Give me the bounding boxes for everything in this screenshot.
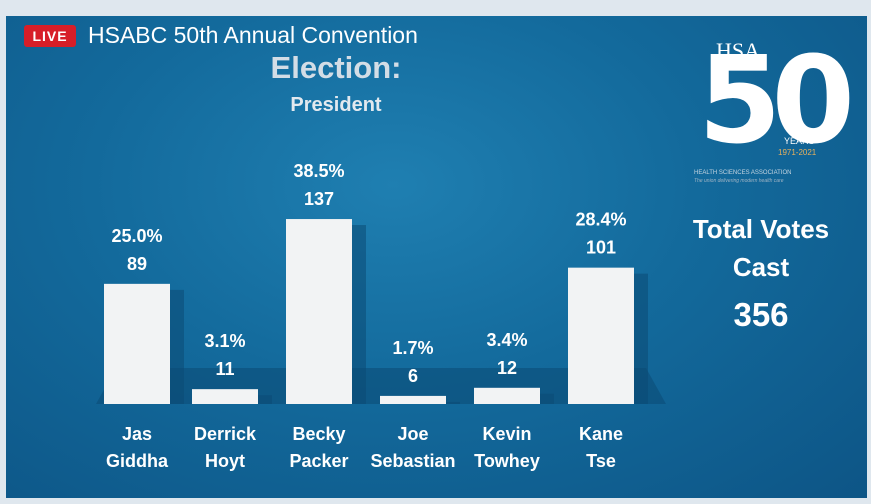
bar-value-label: 6 xyxy=(408,366,418,386)
bar-percent-label: 3.4% xyxy=(486,330,527,350)
bar-value-label: 11 xyxy=(215,359,234,379)
category-label: Kevin xyxy=(482,424,531,444)
bar-shadow xyxy=(258,395,272,404)
bar-shadow xyxy=(352,225,366,404)
category-label: Hoyt xyxy=(205,451,245,471)
bar-percent-label: 25.0% xyxy=(111,226,162,246)
bar xyxy=(380,395,446,404)
video-screen: LIVE HSABC 50th Annual Convention Electi… xyxy=(6,16,867,498)
stream-title: HSABC 50th Annual Convention xyxy=(88,22,418,48)
bar xyxy=(104,283,170,404)
category-label: Tse xyxy=(586,451,616,471)
category-label: Towhey xyxy=(474,451,540,471)
total-votes-value: 356 xyxy=(733,296,789,333)
hsa-50-logo: 50 HSA YEARS 1971-2021 HEALTH SCIENCES A… xyxy=(694,38,855,198)
category-label: Kane xyxy=(579,424,623,444)
bar-value-label: 89 xyxy=(127,254,147,274)
bar-value-label: 101 xyxy=(586,238,616,258)
category-label: Derrick xyxy=(194,424,257,444)
category-label: Becky xyxy=(292,424,345,444)
live-badge: LIVE xyxy=(24,25,76,47)
logo-tagline: The union delivering modern health care xyxy=(694,178,784,184)
bar-chart: 89 25.0% Jas Giddha 11 3.1% Derrick Hoyt 137 38.5… xyxy=(96,161,666,471)
logo-years: YEARS xyxy=(784,136,815,146)
bar xyxy=(286,219,352,404)
bar-percent-label: 38.5% xyxy=(293,161,344,181)
bar-percent-label: 3.1% xyxy=(204,331,245,351)
chart-title: Election: xyxy=(270,50,402,85)
bar-shadow xyxy=(634,273,648,404)
category-label: Giddha xyxy=(106,451,169,471)
logo-association: HEALTH SCIENCES ASSOCIATION xyxy=(694,170,792,176)
category-label: Packer xyxy=(289,451,348,471)
bar xyxy=(474,387,540,404)
bar-shadow xyxy=(170,289,184,404)
bar xyxy=(192,389,258,404)
bar-percent-label: 28.4% xyxy=(575,210,626,230)
bar-shadow xyxy=(540,393,554,404)
category-label: Joe xyxy=(397,424,428,444)
category-label: Jas xyxy=(122,424,152,444)
logo-number: 50 xyxy=(698,32,855,171)
bar-percent-label: 1.7% xyxy=(392,338,433,358)
total-votes-label: Total Votes Cast xyxy=(692,214,830,282)
category-label: Sebastian xyxy=(370,451,455,471)
bar-value-label: 12 xyxy=(497,358,517,378)
logo-dates: 1971-2021 xyxy=(778,148,817,157)
logo-letters: HSA xyxy=(716,38,761,63)
chart-subtitle: President xyxy=(290,94,382,116)
bar-shadow xyxy=(446,401,460,404)
bar-value-label: 137 xyxy=(304,189,334,209)
bar xyxy=(568,267,634,404)
